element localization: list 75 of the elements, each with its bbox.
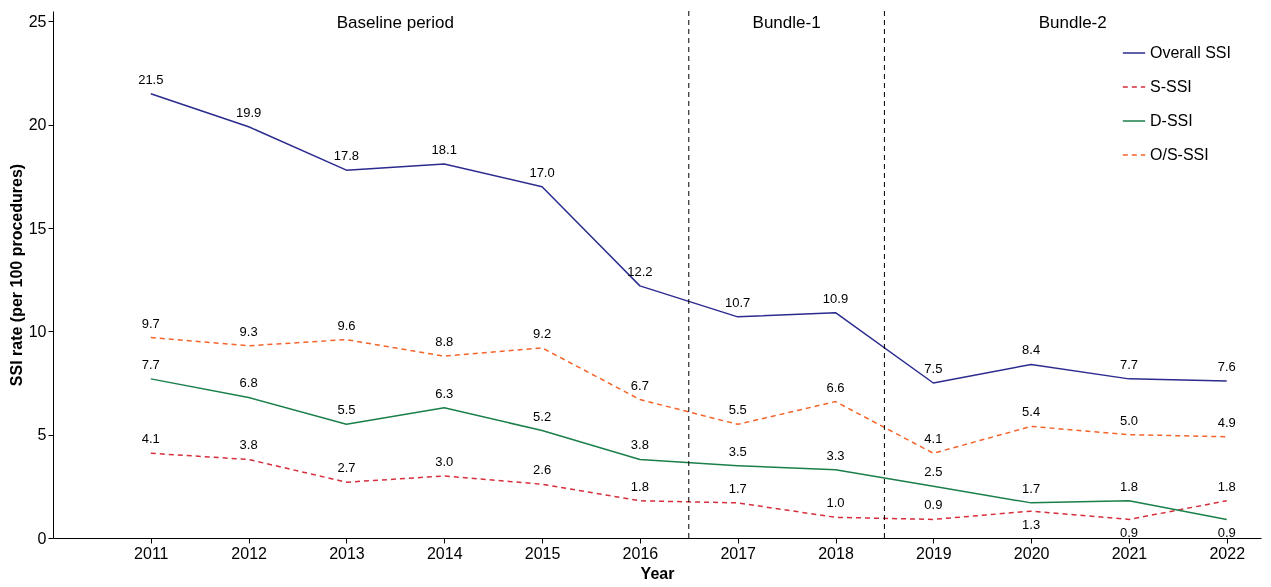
data-label: 4.1 <box>924 431 943 447</box>
x-tick-label: 2017 <box>720 544 757 562</box>
data-label: 5.0 <box>1119 412 1138 428</box>
legend-label: Overall SSI <box>1150 44 1231 61</box>
y-tick-label: 0 <box>37 529 47 547</box>
data-label: 1.7 <box>1022 480 1041 496</box>
data-label: 5.2 <box>533 408 552 424</box>
data-label: 9.7 <box>141 315 160 331</box>
x-tick-label: 2016 <box>622 544 659 562</box>
data-label: 10.7 <box>725 294 751 310</box>
data-label: 6.6 <box>826 379 845 395</box>
x-tick-label: 2015 <box>524 544 561 562</box>
y-tick-label: 10 <box>28 322 47 340</box>
y-tick-label: 20 <box>28 116 47 134</box>
legend-label: S-SSI <box>1150 78 1192 95</box>
data-label: 2.7 <box>337 460 356 476</box>
data-label: 4.9 <box>1217 414 1236 430</box>
data-label: 8.8 <box>435 334 454 350</box>
legend-label: O/S-SSI <box>1150 146 1209 163</box>
data-label: 7.7 <box>1119 356 1138 372</box>
data-label: 1.8 <box>1217 478 1236 494</box>
data-label: 3.8 <box>239 437 258 453</box>
data-label: 6.8 <box>239 375 258 391</box>
data-label: 17.0 <box>529 164 555 180</box>
data-label: 9.6 <box>337 317 356 333</box>
data-label: 9.3 <box>239 323 258 339</box>
data-label: 8.4 <box>1022 342 1041 358</box>
annotation: Bundle-1 <box>752 13 821 32</box>
data-label: 9.2 <box>533 325 552 341</box>
data-label: 2.6 <box>533 462 552 478</box>
data-label: 6.3 <box>435 385 454 401</box>
data-label: 17.8 <box>333 148 360 164</box>
data-label: 21.5 <box>138 71 164 87</box>
data-label: 18.1 <box>431 141 457 157</box>
x-tick-label: 2014 <box>426 544 463 562</box>
x-tick-label: 2011 <box>134 544 169 562</box>
data-label: 0.9 <box>1119 525 1138 541</box>
data-label: 12.2 <box>627 263 653 279</box>
y-tick-label: 25 <box>28 12 47 30</box>
y-tick-label: 5 <box>37 426 47 444</box>
data-label: 7.7 <box>141 356 160 372</box>
y-axis-title: SSI rate (per 100 procedures) <box>7 163 25 387</box>
x-tick-label: 2012 <box>231 544 268 562</box>
data-label: 2.5 <box>924 464 943 480</box>
data-label: 6.7 <box>630 377 649 393</box>
data-label: 0.9 <box>924 497 943 513</box>
data-label: 3.5 <box>728 443 747 459</box>
data-label: 7.6 <box>1217 358 1236 374</box>
data-label: 5.4 <box>1022 404 1041 420</box>
data-label: 3.0 <box>435 454 454 469</box>
data-label: 4.1 <box>141 431 160 447</box>
data-label: 1.7 <box>728 480 747 496</box>
x-tick-label: 2013 <box>329 544 365 562</box>
y-tick-label: 15 <box>28 219 47 237</box>
data-label: 3.8 <box>630 437 649 453</box>
data-label: 10.9 <box>822 290 849 306</box>
data-label: 1.8 <box>1119 478 1138 494</box>
x-tick-label: 2019 <box>916 544 952 562</box>
legend-label: D-SSI <box>1150 112 1193 129</box>
data-label: 1.3 <box>1022 517 1041 533</box>
x-tick-label: 2021 <box>1111 544 1148 562</box>
x-axis-title: Year <box>640 564 675 582</box>
data-label: 1.8 <box>630 478 649 494</box>
annotation: Baseline period <box>336 13 454 32</box>
data-label: 7.5 <box>924 361 943 376</box>
data-label: 0.9 <box>1217 525 1236 541</box>
data-label: 1.0 <box>826 495 845 511</box>
data-label: 5.5 <box>728 402 747 418</box>
x-tick-label: 2022 <box>1209 544 1246 562</box>
data-label: 3.3 <box>826 447 845 463</box>
x-tick-label: 2020 <box>1013 544 1050 562</box>
annotation: Bundle-2 <box>1038 13 1107 32</box>
x-tick-label: 2018 <box>818 544 854 562</box>
data-label: 19.9 <box>235 104 262 120</box>
data-label: 5.5 <box>337 402 356 418</box>
